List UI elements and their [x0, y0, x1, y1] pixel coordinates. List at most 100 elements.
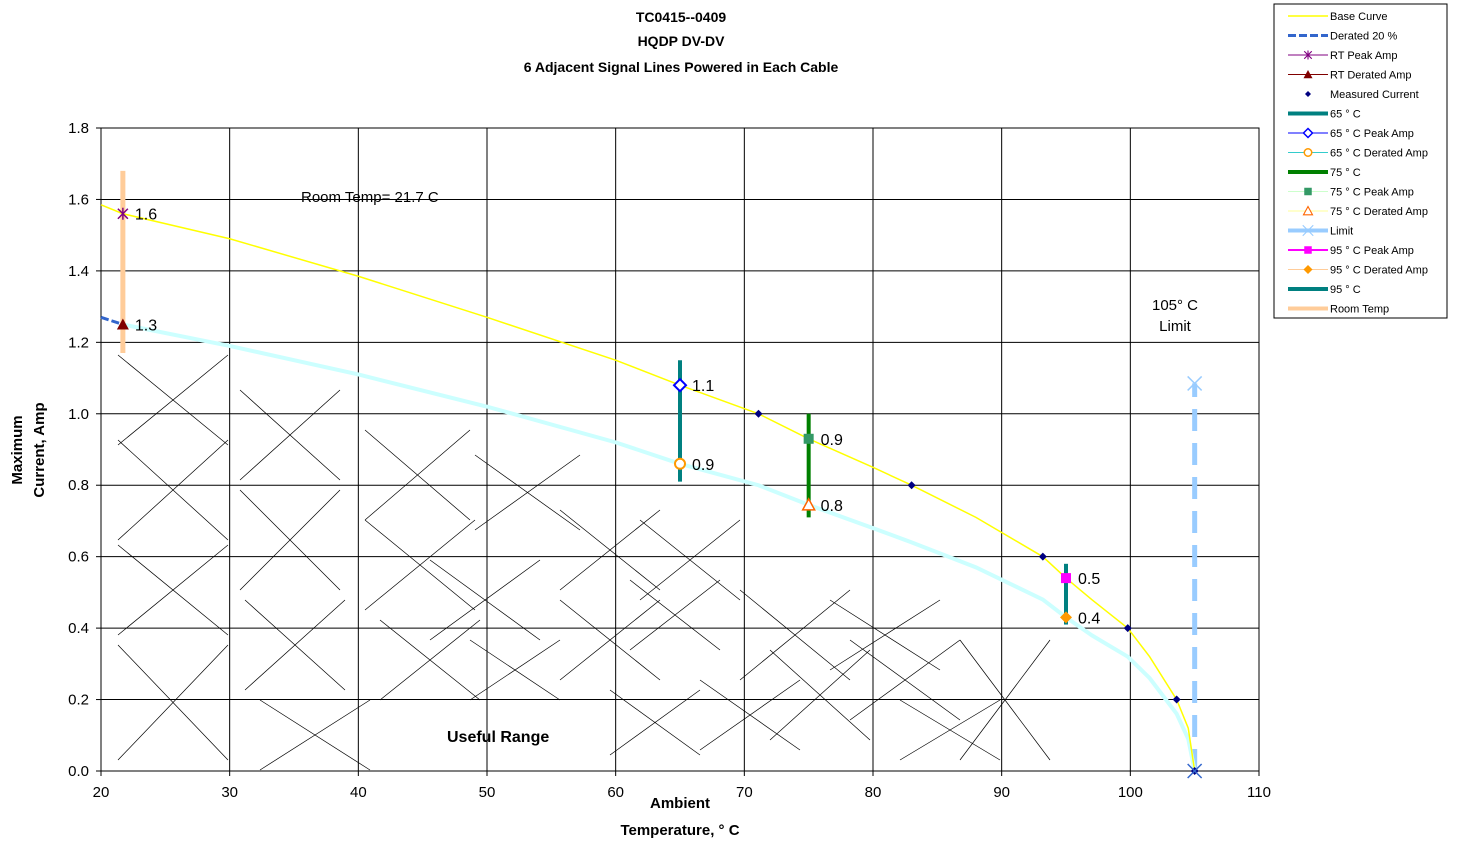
title-line-2: HQDP DV-DV — [638, 33, 726, 49]
measured-current-point — [1172, 695, 1181, 704]
hatch-line — [609, 689, 701, 756]
legend-label: Measured Current — [1330, 89, 1419, 101]
legend-swatch-marker-shape — [1303, 148, 1313, 157]
legend-label: Derated 20 % — [1330, 31, 1397, 43]
limit-top-marker — [1187, 375, 1203, 391]
legend-label: 95 ° C — [1330, 284, 1361, 296]
legend-label: RT Derated Amp — [1330, 70, 1412, 82]
hatch-line — [117, 544, 229, 636]
measured-current-point-shape — [907, 481, 916, 490]
y-tick-label: 1.0 — [68, 406, 89, 423]
hatch-line — [239, 489, 341, 591]
hatch-line — [959, 639, 1051, 761]
hatch-line — [429, 559, 541, 641]
series-line-derated — [100, 315, 124, 326]
y-tick-label: 0.8 — [68, 477, 89, 494]
hatch-line — [379, 619, 481, 701]
point-65-c-peak-amp — [672, 377, 688, 393]
point-95-c-derated-amp — [1060, 611, 1072, 624]
legend-swatch-marker — [1305, 91, 1311, 97]
legend-label: Room Temp — [1330, 304, 1389, 316]
hatch-line — [259, 699, 371, 771]
axis-ticks: 20 30 40 50 60 70 80 90 100 110 0.0 0.2 0.4 0.6 0.8 1.0… — [68, 120, 1271, 801]
hatch-line — [244, 599, 346, 691]
data-label: 1.6 — [135, 207, 157, 224]
x-tick-label: 80 — [865, 784, 882, 801]
x-tick-label: 30 — [221, 784, 238, 801]
measured-current-point — [1038, 552, 1047, 561]
y-tick-label: 1.6 — [68, 191, 89, 208]
legend-item: RT Derated Amp — [1288, 70, 1412, 82]
legend-label: Limit — [1330, 226, 1353, 238]
point-rt-derated-amp — [116, 318, 129, 330]
series-line-derated-continued — [122, 322, 1197, 772]
point-75-c-peak-amp-shape — [803, 433, 814, 444]
point-rt-derated-amp-shape — [116, 318, 129, 330]
legend-swatch-marker — [1303, 70, 1313, 79]
y-axis-title: Maximum Current, Amp — [9, 402, 48, 497]
hatch-line — [699, 679, 801, 751]
hatch-line — [474, 454, 581, 531]
measured-current-point — [754, 409, 763, 418]
y-tick-label: 1.8 — [68, 120, 89, 137]
hatch-line — [117, 439, 229, 541]
legend-item: Derated 20 % — [1288, 31, 1397, 43]
hatch-line — [559, 599, 661, 681]
hatch-line — [559, 509, 661, 591]
measured-current-point — [907, 481, 916, 490]
hatch-line — [829, 599, 941, 671]
x-tick-label: 20 — [93, 784, 110, 801]
legend-swatch-marker — [1302, 127, 1314, 139]
legend-swatch-marker-shape — [1304, 246, 1312, 254]
measured-current-point-shape — [754, 409, 763, 418]
legend-swatch-marker-shape — [1303, 70, 1313, 79]
y-tick-label: 0.0 — [68, 763, 89, 780]
legend-label: 65 ° C — [1330, 109, 1361, 121]
title-line-1: TC0415--0409 — [636, 9, 726, 25]
hatch-line — [849, 639, 961, 721]
hatch-line — [739, 589, 851, 681]
legend-item: 95 ° C — [1288, 284, 1361, 296]
legend-label: RT Peak Amp — [1330, 50, 1397, 62]
x-tick-label: 70 — [736, 784, 753, 801]
legend-item: RT Peak Amp — [1288, 50, 1397, 62]
legend-label: 65 ° C Derated Amp — [1330, 148, 1428, 160]
legend-swatch-marker — [1303, 148, 1313, 157]
legend-item: 95 ° C Peak Amp — [1288, 245, 1414, 257]
title-line-3: 6 Adjacent Signal Lines Powered in Each … — [524, 59, 839, 75]
y-tick-label: 0.6 — [68, 549, 89, 566]
hatch-line — [769, 649, 871, 741]
x-tick-label: 50 — [479, 784, 496, 801]
limit-top-marker-stroke — [1187, 375, 1203, 391]
legend-swatch-marker-shape — [1304, 187, 1312, 196]
limit-annotation-line-1: 105° C — [1152, 297, 1198, 314]
x-axis-title-line-2: Temperature, ° C — [620, 822, 739, 839]
measured-current-point-shape — [1123, 624, 1132, 633]
legend-item: Room Temp — [1288, 304, 1389, 316]
point-rt-peak-amp — [117, 207, 129, 220]
chart-title: TC0415--0409 HQDP DV-DV 6 Adjacent Signa… — [524, 9, 839, 75]
legend-swatch-marker-shape — [1303, 265, 1313, 274]
room-temp-annotation: Room Temp= 21.7 C — [301, 189, 439, 206]
legend-swatch-marker-shape — [1302, 127, 1314, 139]
legend-label: 75 ° C Derated Amp — [1330, 206, 1428, 218]
y-tick-label: 0.4 — [68, 620, 89, 637]
useful-range-annotation: Useful Range — [447, 729, 549, 746]
x-tick-label: 90 — [993, 784, 1010, 801]
legend-swatch-marker-shape — [1302, 205, 1314, 216]
y-tick-label: 1.4 — [68, 263, 89, 280]
legend-item: 95 ° C Derated Amp — [1288, 265, 1428, 277]
legend-label: 95 ° C Derated Amp — [1330, 265, 1428, 277]
data-label: 0.8 — [821, 498, 843, 515]
x-tick-label: 40 — [350, 784, 367, 801]
point-65-c-derated-amp — [674, 457, 686, 470]
legend-swatch-marker — [1302, 205, 1314, 216]
data-label: 0.9 — [821, 432, 843, 449]
point-65-c-peak-amp-shape — [672, 377, 688, 393]
data-label: 1.1 — [692, 378, 714, 395]
legend-swatch-marker-stroke — [1302, 224, 1314, 237]
legend-swatch-marker — [1302, 224, 1314, 237]
legend-label: Base Curve — [1330, 11, 1387, 23]
data-label: 1.3 — [135, 317, 157, 334]
